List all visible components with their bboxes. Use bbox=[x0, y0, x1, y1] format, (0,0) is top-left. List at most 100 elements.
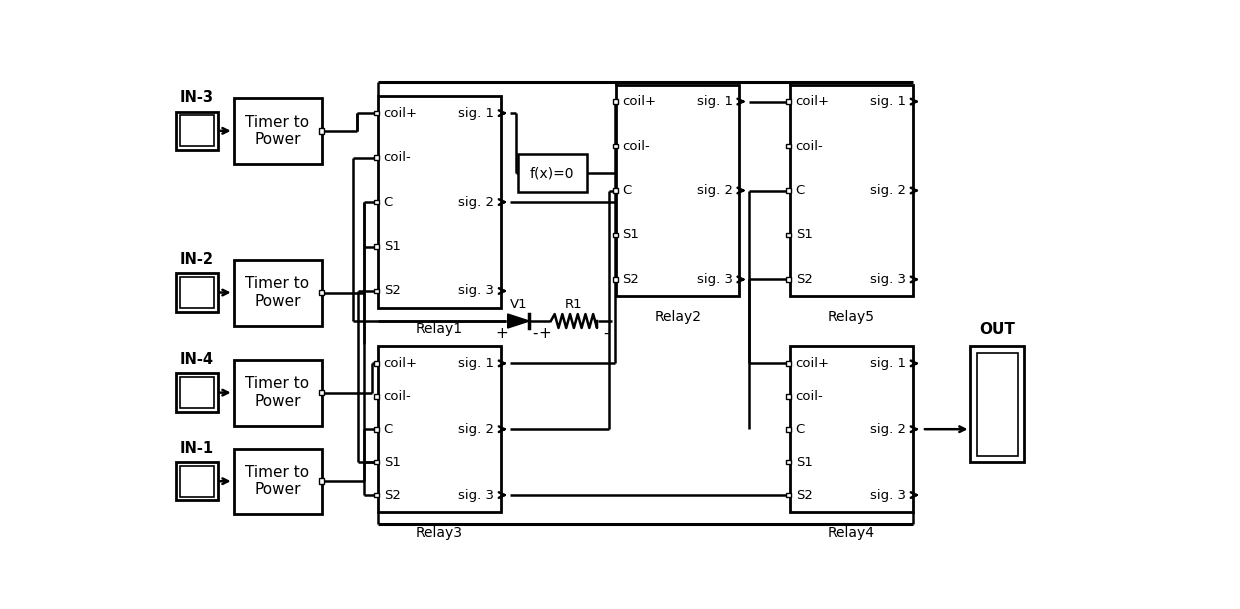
Text: C: C bbox=[383, 195, 393, 208]
Polygon shape bbox=[507, 314, 529, 328]
Bar bbox=[180, 466, 215, 496]
Bar bbox=[786, 144, 791, 149]
Bar bbox=[374, 361, 379, 365]
Bar bbox=[786, 277, 791, 282]
Bar bbox=[180, 377, 215, 408]
Text: IN-1: IN-1 bbox=[180, 441, 213, 456]
Bar bbox=[613, 144, 618, 149]
Bar bbox=[517, 154, 587, 192]
Text: sig. 2: sig. 2 bbox=[870, 184, 906, 197]
Bar bbox=[233, 99, 322, 164]
Text: C: C bbox=[622, 184, 631, 197]
Bar bbox=[377, 347, 501, 512]
Text: -: - bbox=[533, 326, 538, 341]
Bar bbox=[786, 99, 791, 104]
Text: S1: S1 bbox=[796, 456, 812, 468]
Text: coil-: coil- bbox=[796, 390, 823, 403]
Bar bbox=[319, 128, 324, 133]
Bar bbox=[374, 289, 379, 294]
Text: C: C bbox=[383, 423, 393, 435]
Bar bbox=[977, 353, 1018, 456]
Text: S1: S1 bbox=[383, 240, 401, 253]
Text: f(x)=0: f(x)=0 bbox=[529, 166, 574, 180]
Bar bbox=[613, 233, 618, 238]
Text: S2: S2 bbox=[796, 273, 812, 286]
Bar bbox=[786, 493, 791, 498]
Bar bbox=[374, 394, 379, 399]
Text: sig. 1: sig. 1 bbox=[870, 357, 906, 370]
Bar bbox=[374, 244, 379, 249]
Text: -: - bbox=[604, 326, 609, 341]
Text: S1: S1 bbox=[622, 228, 640, 242]
Text: Relay5: Relay5 bbox=[827, 310, 874, 324]
Bar bbox=[786, 361, 791, 365]
Bar bbox=[374, 111, 379, 116]
Bar bbox=[374, 200, 379, 205]
Bar bbox=[786, 188, 791, 193]
Text: coil+: coil+ bbox=[622, 95, 656, 108]
Bar bbox=[374, 460, 379, 465]
Text: sig. 1: sig. 1 bbox=[870, 95, 906, 108]
Text: sig. 3: sig. 3 bbox=[459, 284, 495, 297]
Text: Relay1: Relay1 bbox=[415, 322, 463, 336]
Bar bbox=[180, 277, 215, 308]
Bar bbox=[180, 116, 215, 146]
Bar bbox=[971, 347, 1024, 462]
Bar bbox=[613, 99, 618, 104]
Bar bbox=[374, 155, 379, 160]
Bar bbox=[176, 373, 218, 412]
Bar bbox=[176, 273, 218, 312]
Bar bbox=[786, 460, 791, 465]
Text: coil-: coil- bbox=[796, 139, 823, 152]
Text: sig. 3: sig. 3 bbox=[459, 488, 495, 502]
Text: Timer to
Power: Timer to Power bbox=[246, 465, 310, 498]
Bar bbox=[613, 188, 618, 193]
Text: coil+: coil+ bbox=[383, 107, 418, 119]
Text: sig. 3: sig. 3 bbox=[870, 488, 906, 502]
Text: sig. 3: sig. 3 bbox=[870, 273, 906, 286]
Text: coil-: coil- bbox=[622, 139, 650, 152]
Bar bbox=[319, 390, 324, 395]
Text: OUT: OUT bbox=[980, 322, 1016, 337]
Text: coil-: coil- bbox=[383, 390, 412, 403]
Text: +: + bbox=[538, 326, 551, 341]
Bar bbox=[786, 427, 791, 432]
Bar bbox=[233, 260, 322, 326]
Bar bbox=[319, 479, 324, 484]
Text: sig. 2: sig. 2 bbox=[459, 423, 495, 435]
Text: S1: S1 bbox=[383, 456, 401, 468]
Text: S1: S1 bbox=[796, 228, 812, 242]
Text: IN-4: IN-4 bbox=[180, 352, 213, 367]
Text: S2: S2 bbox=[383, 488, 401, 502]
Text: Relay4: Relay4 bbox=[827, 526, 874, 540]
Bar bbox=[374, 427, 379, 432]
Text: coil-: coil- bbox=[383, 151, 412, 164]
Bar bbox=[233, 361, 322, 426]
Text: S2: S2 bbox=[383, 284, 401, 297]
Bar bbox=[790, 85, 913, 297]
Text: coil+: coil+ bbox=[796, 95, 830, 108]
Text: Relay3: Relay3 bbox=[415, 526, 463, 540]
Text: Relay2: Relay2 bbox=[655, 310, 702, 324]
Bar bbox=[616, 85, 739, 297]
Bar bbox=[233, 449, 322, 514]
Bar bbox=[319, 290, 324, 295]
Text: Timer to
Power: Timer to Power bbox=[246, 376, 310, 409]
Text: Timer to
Power: Timer to Power bbox=[246, 114, 310, 147]
Text: sig. 2: sig. 2 bbox=[697, 184, 733, 197]
Text: +: + bbox=[495, 326, 508, 341]
Bar bbox=[176, 111, 218, 150]
Text: sig. 1: sig. 1 bbox=[697, 95, 733, 108]
Text: sig. 2: sig. 2 bbox=[459, 195, 495, 208]
Text: coil+: coil+ bbox=[383, 357, 418, 370]
Text: C: C bbox=[796, 423, 805, 435]
Text: Timer to
Power: Timer to Power bbox=[246, 276, 310, 309]
Text: sig. 3: sig. 3 bbox=[697, 273, 733, 286]
Bar bbox=[377, 96, 501, 308]
Text: sig. 1: sig. 1 bbox=[459, 107, 495, 119]
Text: sig. 2: sig. 2 bbox=[870, 423, 906, 435]
Text: coil+: coil+ bbox=[796, 357, 830, 370]
Text: sig. 1: sig. 1 bbox=[459, 357, 495, 370]
Text: S2: S2 bbox=[796, 488, 812, 502]
Bar bbox=[790, 347, 913, 512]
